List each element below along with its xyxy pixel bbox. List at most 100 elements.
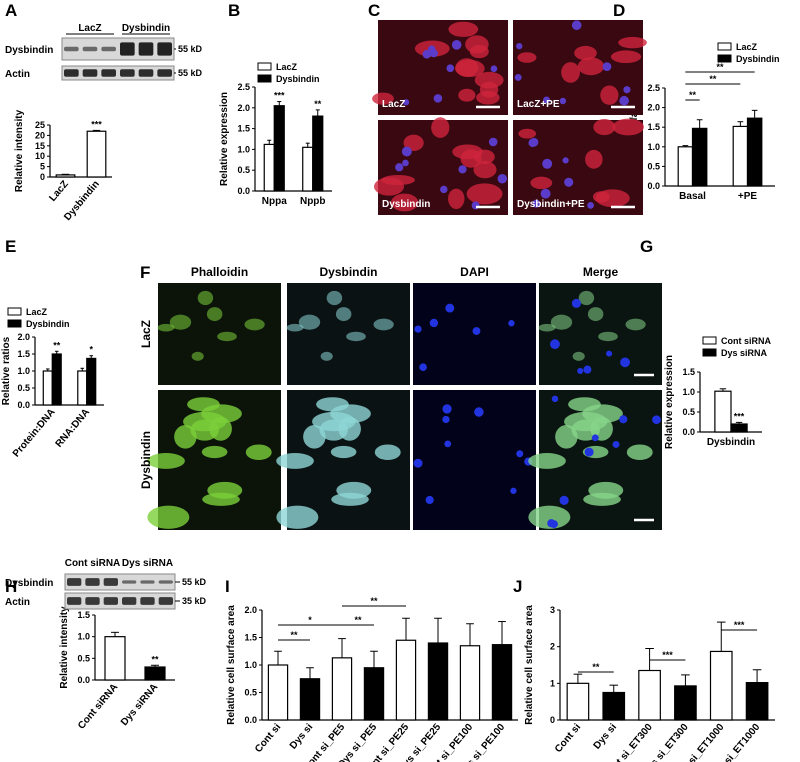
nucleus — [619, 415, 628, 424]
y-tick-label: 0.0 — [77, 675, 90, 685]
y-tick-label: 10 — [35, 151, 45, 161]
cell — [466, 183, 503, 205]
bar — [691, 127, 708, 187]
blot-band — [157, 42, 172, 56]
cell — [452, 144, 483, 160]
blot-band — [122, 597, 137, 605]
nucleus — [425, 495, 434, 505]
y-tick-label: 15 — [35, 141, 45, 151]
nucleus — [620, 357, 630, 368]
cell — [592, 191, 610, 203]
cell — [528, 505, 571, 529]
bar — [602, 691, 626, 721]
nucleus — [602, 62, 612, 71]
y-tick-label: 0.0 — [17, 400, 30, 410]
x-tick-label: +PE — [738, 191, 758, 202]
y-tick-label: 1.5 — [17, 349, 30, 359]
y-tick-label: 2 — [550, 642, 555, 652]
legend-label: Dysbindin — [276, 74, 320, 84]
bar — [638, 669, 661, 721]
marker-label: 55 kD — [178, 68, 203, 78]
bar — [674, 685, 697, 721]
blot-band — [85, 597, 100, 605]
y-axis-label: Relative intensity — [59, 606, 70, 689]
legend-label: Cont siRNA — [721, 336, 771, 346]
significance: ** — [689, 90, 697, 100]
y-tick-label: 0.5 — [77, 653, 90, 663]
y-tick-label: 1.0 — [17, 366, 30, 376]
cell — [561, 62, 580, 83]
cell — [372, 92, 394, 105]
y-tick-label: 0.5 — [237, 165, 250, 175]
nucleus — [577, 367, 584, 374]
legend-label: Dys siRNA — [721, 348, 768, 358]
cell — [374, 444, 401, 461]
image-label: LacZ — [382, 99, 405, 110]
panel-label: I — [225, 577, 230, 596]
nucleus — [490, 65, 498, 73]
cell — [147, 505, 190, 529]
y-tick-label: 1.0 — [237, 144, 250, 154]
panel-label: E — [5, 237, 16, 256]
cell — [593, 119, 616, 136]
cell — [316, 397, 349, 412]
blot-strip — [64, 573, 176, 591]
y-tick-label: 1.5 — [237, 124, 250, 134]
nucleus — [528, 138, 537, 148]
y-tick-label: 1.0 — [682, 387, 695, 397]
legend-label: LacZ — [26, 307, 48, 317]
bar — [302, 146, 314, 192]
y-tick-label: 2.0 — [237, 103, 250, 113]
blot-band — [103, 597, 118, 605]
y-tick-label: 0.5 — [647, 161, 660, 171]
y-tick-label: 25 — [35, 120, 45, 130]
y-axis-label: Relative ratios — [1, 336, 12, 405]
bar — [144, 666, 166, 681]
cell — [373, 318, 394, 331]
panel-label: D — [613, 1, 625, 20]
cell — [625, 318, 646, 331]
x-tick-label: Basal — [679, 191, 706, 202]
legend-swatch — [702, 348, 717, 357]
cell — [585, 149, 603, 169]
cell — [476, 90, 500, 105]
blot-band — [64, 69, 79, 77]
blot-band — [101, 69, 116, 77]
cell — [528, 453, 566, 469]
cell — [286, 323, 304, 332]
nucleus — [403, 99, 410, 106]
y-axis-label: Relative intensity — [14, 109, 25, 192]
nucleus — [571, 20, 582, 31]
nucleus — [474, 407, 484, 417]
nucleus — [619, 95, 629, 106]
blot-band — [64, 46, 79, 52]
nucleus — [444, 440, 452, 448]
y-tick-label: 5 — [40, 162, 45, 172]
image-label: LacZ+PE — [517, 99, 560, 110]
blot-group-label: Dys siRNA — [122, 558, 173, 569]
bar — [104, 636, 126, 681]
bar — [730, 423, 748, 433]
nucleus — [401, 146, 412, 157]
cell — [276, 453, 314, 469]
bar — [42, 370, 53, 406]
significance: ** — [709, 74, 717, 84]
panel-label: B — [228, 1, 240, 20]
nucleus — [532, 199, 541, 208]
bar — [714, 390, 732, 433]
nucleus — [414, 325, 422, 333]
panel-label: A — [5, 1, 17, 20]
blot-group-label: LacZ — [78, 23, 101, 34]
row-header: Dysbindin — [139, 431, 153, 489]
blot-group-label: Cont siRNA — [65, 558, 121, 569]
bar — [746, 117, 763, 187]
nucleus — [591, 434, 599, 442]
bar — [709, 650, 733, 721]
marker-label: 55 kD — [178, 44, 203, 54]
y-tick-label: 1.5 — [244, 633, 257, 643]
significance: ** — [314, 99, 322, 109]
cell — [245, 444, 272, 461]
blot-band — [158, 580, 173, 584]
nucleus — [606, 350, 613, 357]
